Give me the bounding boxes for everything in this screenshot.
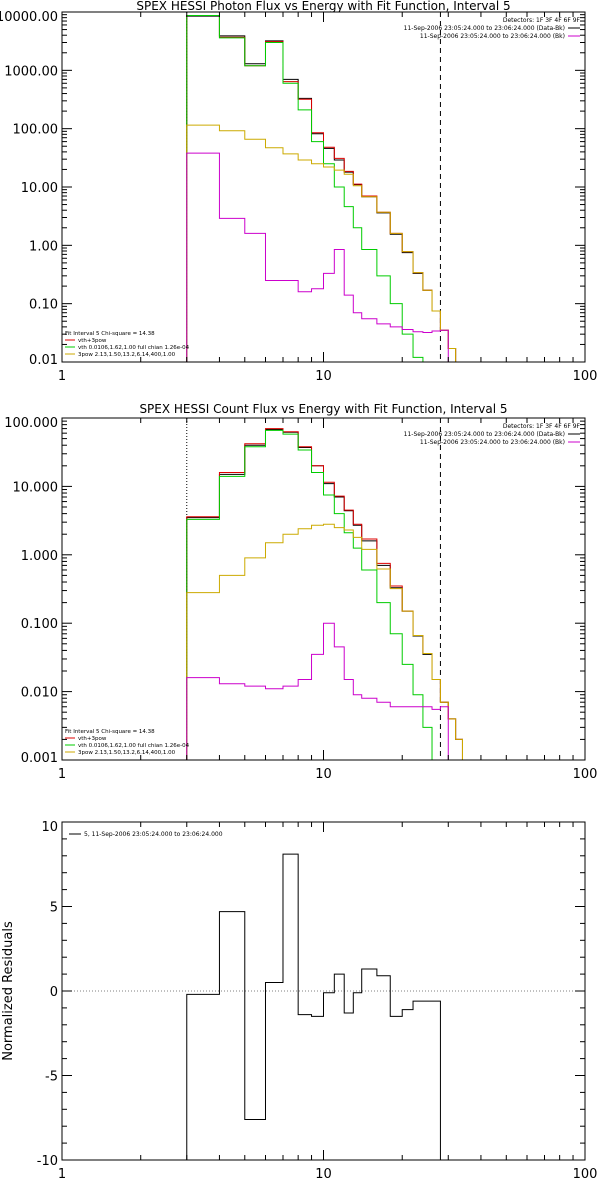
x-tick-label: 10 bbox=[315, 1167, 332, 1182]
x-tick-label: 10 bbox=[315, 767, 332, 782]
x-tick-label: 1 bbox=[58, 369, 66, 384]
x-tick-label: 10 bbox=[315, 369, 332, 384]
series-3pow-line bbox=[186, 523, 463, 760]
x-tick-label: 100 bbox=[573, 369, 598, 384]
series-vth-line bbox=[186, 429, 441, 760]
legend-entry: 11-Sep-2006 23:05:24.000 to 23:06:24.000… bbox=[420, 33, 565, 40]
legend-entry: 3pow 2.13,1.50,13.2,6.14,400,1.00 bbox=[78, 352, 176, 358]
series-bk-line bbox=[186, 152, 449, 362]
plot-area bbox=[186, 418, 463, 760]
y-tick-label: 5 bbox=[50, 901, 58, 916]
legend-entry: 3pow 2.13,1.50,13.2,6.14,400,1.00 bbox=[78, 750, 176, 756]
legend-entry: Detectors: 1F 3F 4F 6F 9F bbox=[503, 423, 581, 430]
legend-bottom-left: Fit Interval 5 Chi-square = 14.38vth+3po… bbox=[65, 331, 190, 358]
legend-entry: Fit Interval 5 Chi-square = 14.38 bbox=[65, 331, 155, 337]
y-tick-label: 1000.00 bbox=[4, 64, 58, 79]
x-tick-label: 1 bbox=[58, 1167, 66, 1182]
count-flux-panel: 1 10 100 0.001 0.010 0.100 1.000 10.000 100.000 S… bbox=[4, 402, 598, 782]
y-tick-label: 0.010 bbox=[21, 686, 58, 701]
legend-entry: 11-Sep-2006 23:05:24.000 to 23:06:24.000… bbox=[404, 25, 565, 32]
y-tick-label: -5 bbox=[45, 1070, 58, 1085]
legend-entry: Detectors: 1F 3F 4F 6F 9F bbox=[503, 17, 581, 24]
residuals-panel: 1 10 100 -10 -5 0 5 10 Normalized Residuals 5, 11… bbox=[1, 820, 597, 1182]
legend-entry: vth+3pow bbox=[78, 338, 107, 344]
series-bk-line bbox=[186, 622, 449, 760]
series-3pow-line bbox=[186, 124, 457, 362]
y-tick-label: 10.000 bbox=[13, 480, 59, 495]
y-tick-label: 10000.00 bbox=[0, 10, 58, 25]
plot-area bbox=[186, 12, 457, 362]
legend-top-left: 5, 11-Sep-2006 23:05:24.000 to 23:06:24.… bbox=[69, 831, 223, 838]
legend-entry: vth+3pow bbox=[78, 736, 107, 742]
legend-entry: 11-Sep-2006 23:05:24.000 to 23:06:24.000… bbox=[420, 439, 565, 446]
y-tick-label: 100.000 bbox=[4, 416, 58, 431]
chart-title: SPEX HESSI Count Flux vs Energy with Fit… bbox=[139, 402, 507, 416]
y-tick-label: 0.01 bbox=[29, 353, 58, 368]
y-tick-label: 1.000 bbox=[21, 549, 58, 564]
y-tick-label: 0.001 bbox=[21, 751, 58, 766]
photon-flux-panel: 1 10 100 0.01 0.10 1.00 10.00 100.00 1000.00 1000… bbox=[0, 0, 598, 384]
chart-title: SPEX HESSI Photon Flux vs Energy with Fi… bbox=[136, 0, 510, 13]
series-vth-3pow-line bbox=[186, 15, 457, 362]
y-tick-label: 0.100 bbox=[21, 617, 58, 632]
x-tick-label: 100 bbox=[573, 767, 598, 782]
series-vth-3pow-line bbox=[186, 428, 463, 760]
legend-entry: vth 0.0106,1.62,1.00 full chian 1.26e-04 bbox=[78, 743, 190, 749]
y-tick-label: -10 bbox=[37, 1154, 58, 1169]
y-tick-label: 0 bbox=[50, 985, 58, 1000]
legend-bottom-left: Fit Interval 5 Chi-square = 14.38vth+3po… bbox=[65, 729, 190, 756]
x-tick-label: 1 bbox=[58, 767, 66, 782]
series-data-bk-line bbox=[186, 15, 457, 362]
legend-entry: 5, 11-Sep-2006 23:05:24.000 to 23:06:24.… bbox=[84, 831, 223, 838]
y-tick-label: 1.00 bbox=[29, 239, 58, 254]
plot-area bbox=[62, 853, 585, 1160]
series-data-bk-line bbox=[186, 428, 463, 760]
series-vth-line bbox=[186, 15, 424, 362]
y-axis-label: Normalized Residuals bbox=[1, 921, 16, 1061]
y-tick-label: 0.10 bbox=[29, 298, 58, 313]
legend-entry: Fit Interval 5 Chi-square = 14.38 bbox=[65, 729, 155, 735]
legend-entry: vth 0.0106,1.62,1.00 full chian 1.26e-04 bbox=[78, 345, 190, 351]
axes-frame bbox=[61, 11, 586, 363]
series-residuals-line bbox=[186, 853, 441, 1160]
y-tick-label: 100.00 bbox=[13, 123, 59, 138]
y-tick-label: 10.00 bbox=[21, 181, 58, 196]
x-tick-label: 100 bbox=[573, 1167, 598, 1182]
y-tick-label: 10 bbox=[41, 820, 58, 835]
legend-entry: 11-Sep-2006 23:05:24.000 to 23:06:24.000… bbox=[404, 431, 565, 438]
